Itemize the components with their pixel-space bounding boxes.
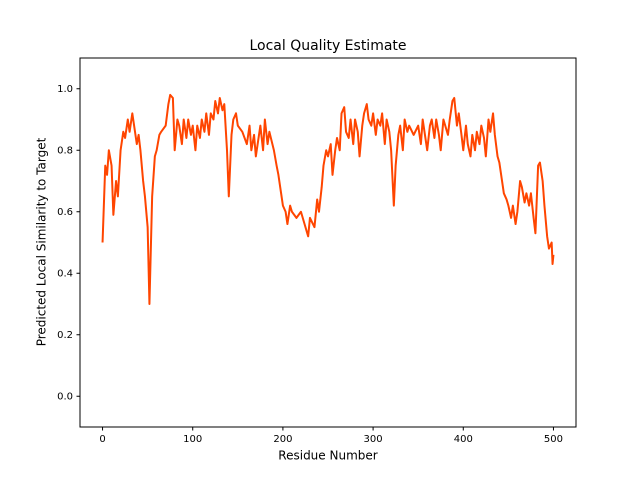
x-tick-label: 400 [454, 434, 473, 445]
x-tick-label: 0 [99, 434, 105, 445]
x-tick-label: 100 [183, 434, 202, 445]
x-axis-label: Residue Number [278, 449, 377, 463]
axes-frame [79, 57, 577, 428]
x-tick-label: 200 [273, 434, 292, 445]
chart-title: Local Quality Estimate [249, 38, 406, 54]
y-axis-label: Predicted Local Similarity to Target [35, 137, 49, 346]
y-tick-label: 0.2 [57, 330, 73, 341]
y-tick-label: 0.8 [57, 145, 73, 156]
x-tick-label: 500 [544, 434, 563, 445]
y-tick-label: 1.0 [57, 84, 73, 95]
y-tick-label: 0.0 [57, 391, 73, 402]
x-tick-label: 300 [364, 434, 383, 445]
quality-line [101, 93, 555, 305]
y-tick-label: 0.4 [57, 268, 73, 279]
y-tick-label: 0.6 [57, 207, 73, 218]
